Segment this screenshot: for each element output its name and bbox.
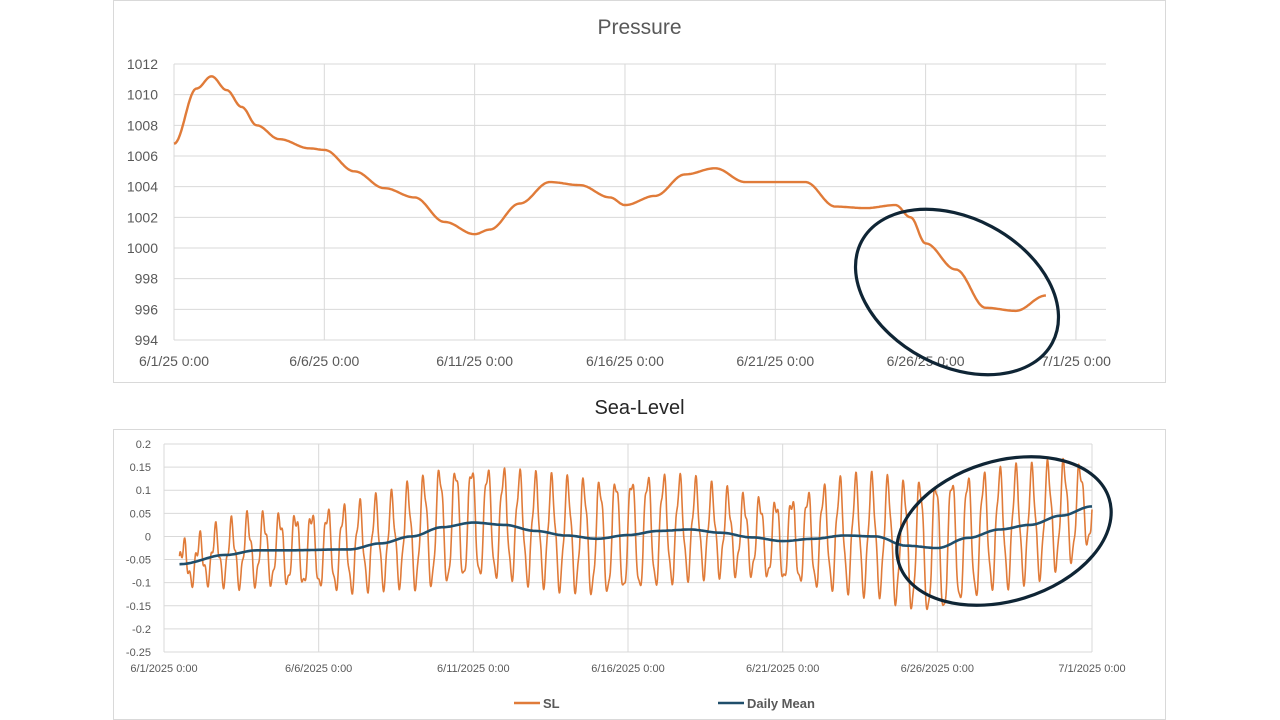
pressure-x-tick-label: 6/6/25 0:00 <box>289 353 359 369</box>
sea-level-y-tick-label: -0.1 <box>132 578 151 590</box>
pressure-y-tick-label: 1006 <box>127 148 158 164</box>
sea-level-daily-mean-line <box>179 505 1093 566</box>
sea-level-y-tick-label: 0 <box>145 531 151 543</box>
sea-level-annotation-ellipse <box>895 455 1113 607</box>
pressure-y-tick-label: 1002 <box>127 209 158 225</box>
sea-level-x-tick-label: 7/1/2025 0:00 <box>1058 663 1125 675</box>
sea-level-x-tick-label: 6/1/2025 0:00 <box>130 663 197 675</box>
pressure-x-tick-label: 6/21/25 0:00 <box>736 353 814 369</box>
pressure-y-tick-label: 994 <box>135 332 159 348</box>
pressure-y-tick-label: 1012 <box>127 56 158 72</box>
sea-level-x-tick-label: 6/11/2025 0:00 <box>437 663 510 675</box>
pressure-y-tick-label: 998 <box>135 271 159 287</box>
sea-level-chart-title: Sea-Level <box>594 397 685 419</box>
pressure-y-tick-label: 1000 <box>127 240 158 256</box>
pressure-x-tick-label: 6/26/25 0:00 <box>887 353 965 369</box>
sea-level-x-tick-label: 6/21/2025 0:00 <box>746 663 819 675</box>
sea-level-x-tick-label: 6/6/2025 0:00 <box>285 663 352 675</box>
sea-level-y-tick-label: -0.25 <box>126 647 151 659</box>
sea-level-y-tick-label: 0.2 <box>136 439 151 451</box>
pressure-y-tick-label: 1008 <box>127 117 158 133</box>
sea-level-y-tick-label: 0.1 <box>136 485 151 497</box>
legend-sl-label: SL <box>543 696 560 711</box>
sea-level-x-tick-label: 6/26/2025 0:00 <box>901 663 974 675</box>
pressure-y-tick-label: 1010 <box>127 87 158 103</box>
pressure-annotation-ellipse <box>853 207 1061 377</box>
pressure-x-tick-label: 6/16/25 0:00 <box>586 353 664 369</box>
pressure-x-tick-label: 6/11/25 0:00 <box>436 353 513 369</box>
legend-daily-mean-label: Daily Mean <box>747 696 815 711</box>
pressure-series-line <box>173 75 1046 313</box>
pressure-chart-title: Pressure <box>597 16 682 39</box>
sea-level-y-tick-label: -0.05 <box>126 555 151 567</box>
pressure-x-tick-label: 7/1/25 0:00 <box>1041 353 1111 369</box>
pressure-y-tick-label: 996 <box>135 301 159 317</box>
sea-level-y-tick-label: 0.05 <box>130 508 151 520</box>
sea-level-x-tick-label: 6/16/2025 0:00 <box>591 663 664 675</box>
pressure-x-tick-label: 6/1/25 0:00 <box>139 353 209 369</box>
pressure-y-tick-label: 1004 <box>127 179 158 195</box>
sea-level-y-tick-label: -0.15 <box>126 601 151 613</box>
sea-level-y-tick-label: 0.15 <box>130 462 151 474</box>
sea-level-y-tick-label: -0.2 <box>132 624 151 636</box>
